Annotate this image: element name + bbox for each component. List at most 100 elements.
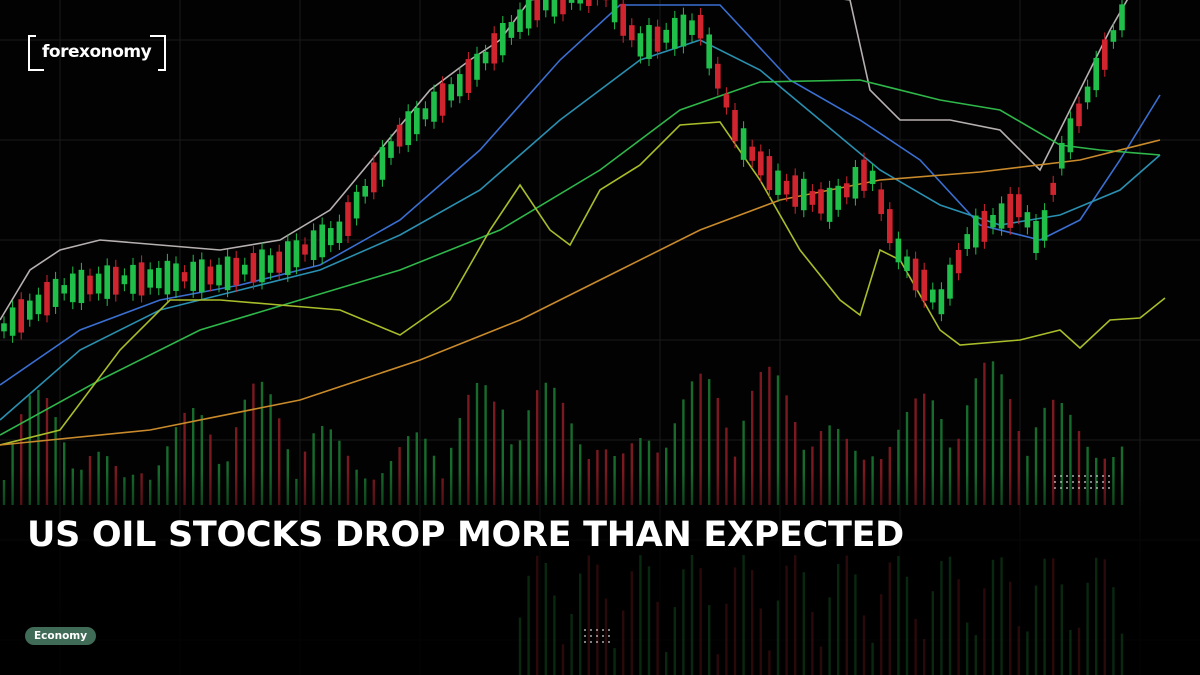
candle bbox=[293, 240, 300, 268]
volume-bar bbox=[312, 433, 315, 505]
dot bbox=[1072, 475, 1074, 477]
candle bbox=[439, 83, 446, 116]
volume-bar bbox=[819, 431, 823, 505]
reflection-bar bbox=[811, 611, 814, 675]
candle bbox=[973, 215, 979, 248]
dot bbox=[1108, 487, 1110, 489]
reflection-bar bbox=[837, 563, 840, 675]
volume-bar bbox=[716, 397, 719, 505]
reflection-bar bbox=[613, 648, 616, 675]
volume-bar bbox=[269, 394, 272, 505]
dot bbox=[584, 629, 586, 631]
reflection-bar bbox=[656, 601, 659, 675]
reflection-bar bbox=[923, 638, 926, 675]
dot bbox=[608, 629, 610, 631]
candle bbox=[912, 258, 919, 291]
volume-bar bbox=[1077, 431, 1081, 505]
reflection-bar bbox=[828, 597, 831, 675]
candle bbox=[285, 241, 291, 275]
candle bbox=[199, 259, 205, 293]
candle bbox=[990, 214, 996, 228]
reflection-bar bbox=[966, 622, 969, 675]
volume-bar bbox=[742, 420, 745, 505]
dot bbox=[584, 641, 586, 643]
dot bbox=[590, 641, 592, 643]
candle bbox=[224, 256, 231, 291]
volume-bar bbox=[501, 409, 504, 505]
reflection-bar bbox=[888, 562, 891, 675]
volume-bar bbox=[1060, 402, 1063, 505]
headline: US OIL STOCKS DROP MORE THAN EXPECTED bbox=[27, 515, 904, 555]
logo: forexonomy bbox=[28, 35, 166, 71]
reflection-bar bbox=[690, 555, 694, 675]
candle bbox=[70, 273, 76, 303]
candle bbox=[629, 25, 635, 41]
reflection-bar bbox=[682, 569, 685, 675]
ma-blue bbox=[0, 4, 1161, 386]
volume-bar bbox=[682, 399, 685, 505]
volume-bar bbox=[785, 395, 788, 505]
reflection-bar bbox=[1069, 629, 1072, 675]
volume-bar bbox=[329, 429, 332, 505]
candle bbox=[551, 0, 558, 17]
candle bbox=[233, 257, 239, 286]
volume-bar bbox=[1052, 399, 1055, 505]
candle bbox=[697, 14, 704, 39]
candle bbox=[508, 21, 515, 38]
volume-bar bbox=[974, 378, 977, 505]
volume-bar bbox=[260, 381, 264, 505]
reflection-bar bbox=[1095, 557, 1098, 675]
reflection-bar bbox=[914, 618, 917, 675]
volume-bar bbox=[1043, 407, 1046, 505]
candle bbox=[981, 210, 988, 242]
dot bbox=[1084, 481, 1086, 483]
dot bbox=[1108, 481, 1110, 483]
volume-bar bbox=[923, 393, 926, 505]
candle bbox=[637, 33, 644, 57]
volume-bar bbox=[914, 398, 917, 505]
logo-frame bbox=[28, 35, 166, 71]
reflection-bar bbox=[596, 564, 599, 675]
reflection-bar bbox=[518, 617, 522, 675]
dot bbox=[596, 629, 598, 631]
ma-green bbox=[0, 79, 1161, 436]
volume-bar bbox=[699, 373, 702, 505]
dot bbox=[1072, 481, 1074, 483]
candle bbox=[663, 29, 669, 43]
dot bbox=[1054, 487, 1056, 489]
candle bbox=[371, 162, 377, 193]
volume-bar bbox=[1009, 399, 1012, 505]
volume-bar bbox=[768, 366, 771, 505]
candle bbox=[302, 244, 308, 255]
reflection-bar bbox=[1000, 557, 1003, 675]
reflection-bar bbox=[897, 556, 900, 675]
candle bbox=[216, 264, 222, 286]
candle bbox=[207, 266, 214, 285]
volume-bar bbox=[192, 407, 195, 505]
candle bbox=[577, 0, 583, 4]
dot bbox=[1084, 475, 1086, 477]
dot bbox=[1078, 475, 1080, 477]
candle bbox=[164, 260, 171, 295]
reflection-bar bbox=[604, 598, 608, 675]
reflection-bar bbox=[931, 591, 934, 675]
dot bbox=[1096, 487, 1098, 489]
candle bbox=[267, 255, 274, 273]
candle bbox=[887, 209, 893, 244]
candle bbox=[904, 256, 910, 271]
candle bbox=[835, 185, 841, 210]
candle bbox=[113, 266, 119, 295]
reflection-bar bbox=[819, 646, 823, 675]
candle bbox=[104, 265, 110, 299]
candle bbox=[732, 110, 738, 142]
volume-bar bbox=[673, 423, 676, 505]
volume-bar bbox=[415, 432, 418, 505]
volume-bar bbox=[983, 362, 986, 505]
dot bbox=[1096, 475, 1098, 477]
candle bbox=[405, 111, 411, 146]
candle bbox=[147, 269, 153, 288]
category-tag[interactable]: Economy bbox=[25, 627, 97, 645]
dot bbox=[602, 629, 604, 631]
reflection-bar bbox=[630, 571, 633, 675]
